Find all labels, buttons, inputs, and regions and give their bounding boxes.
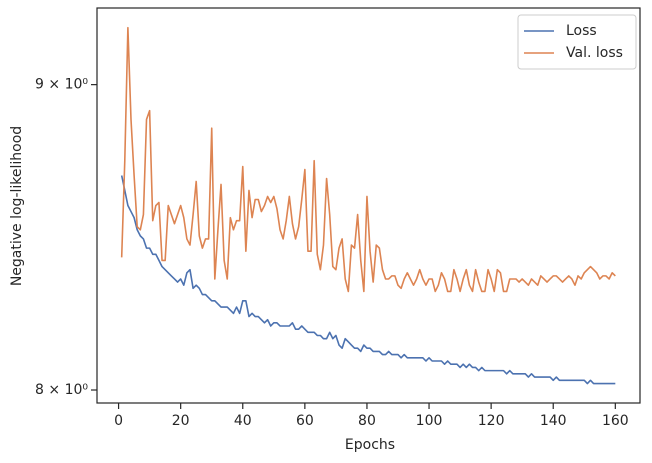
x-tick-label: 100 bbox=[416, 413, 443, 429]
legend-label: Val. loss bbox=[566, 45, 623, 61]
legend: Loss Val. loss bbox=[517, 14, 637, 70]
series-line bbox=[120, 26, 616, 293]
x-tick-label: 80 bbox=[358, 413, 376, 429]
legend-box bbox=[517, 14, 637, 70]
legend-label: Loss bbox=[566, 23, 597, 39]
plot-frame bbox=[96, 7, 641, 404]
y-tick-label: 9 × 10⁰ bbox=[35, 77, 88, 93]
series-line bbox=[120, 175, 616, 385]
x-tick-label: 20 bbox=[172, 413, 190, 429]
x-tick-label: 140 bbox=[540, 413, 567, 429]
y-tick-label: 8 × 10⁰ bbox=[35, 382, 88, 398]
x-axis-label: Epochs bbox=[345, 437, 395, 453]
x-tick-label: 120 bbox=[478, 413, 505, 429]
x-tick-label: 0 bbox=[114, 413, 123, 429]
x-tick-label: 60 bbox=[296, 413, 314, 429]
y-axis-label: Negative log-likelihood bbox=[9, 126, 25, 286]
x-tick-label: 40 bbox=[234, 413, 252, 429]
x-tick-label: 160 bbox=[602, 413, 629, 429]
